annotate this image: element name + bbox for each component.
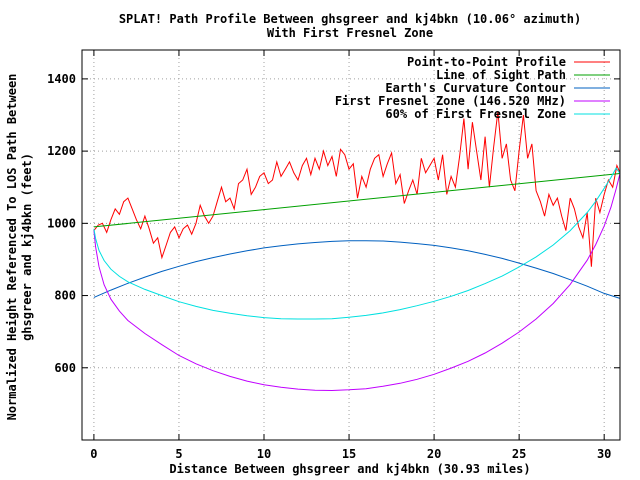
- plot-frame: [81, 49, 621, 441]
- grid-lines: [82, 50, 620, 440]
- y-axis-label-line2: ghsgreer and kj4bkn (feet): [20, 153, 34, 341]
- chart-subtitle: With First Fresnel Zone: [267, 26, 433, 40]
- y-tick-label: 600: [54, 361, 76, 375]
- y-tick-label: 800: [54, 289, 76, 303]
- x-tick-label: 0: [90, 447, 97, 461]
- x-tick-label: 30: [597, 447, 611, 461]
- y-tick-label: 1200: [47, 144, 76, 158]
- legend-label: 60% of First Fresnel Zone: [385, 107, 566, 121]
- series-group: [93, 111, 620, 392]
- x-axis-label: Distance Between ghsgreer and kj4bkn (30…: [169, 462, 530, 476]
- y-tick-label: 1400: [47, 72, 76, 86]
- chart-title: SPLAT! Path Profile Between ghsgreer and…: [119, 12, 581, 26]
- x-tick-label: 25: [512, 447, 526, 461]
- x-tick-label: 20: [427, 447, 441, 461]
- line-of-sight-line: [93, 173, 620, 228]
- legend-label: First Fresnel Zone (146.520 MHz): [335, 94, 566, 108]
- x-axis-ticks: 0 5 10 15 20 25 30: [90, 50, 611, 461]
- x-tick-label: 10: [257, 447, 271, 461]
- legend-label: Line of Sight Path: [436, 68, 566, 82]
- y-axis-ticks: 600 800 1000 1200 1400: [47, 72, 620, 375]
- x-tick-label: 5: [175, 447, 182, 461]
- fresnel-zone-line: [93, 173, 620, 392]
- legend-label: Point-to-Point Profile: [407, 55, 566, 69]
- legend-label: Earth's Curvature Contour: [385, 81, 566, 95]
- earth-curvature-line: [93, 240, 620, 299]
- terrain-profile-line: [93, 111, 620, 267]
- y-tick-label: 1000: [47, 216, 76, 230]
- y-axis-label-line1: Normalized Height Referenced To LOS Path…: [5, 74, 19, 421]
- fresnel-60pct-line: [93, 167, 620, 320]
- x-tick-label: 15: [342, 447, 356, 461]
